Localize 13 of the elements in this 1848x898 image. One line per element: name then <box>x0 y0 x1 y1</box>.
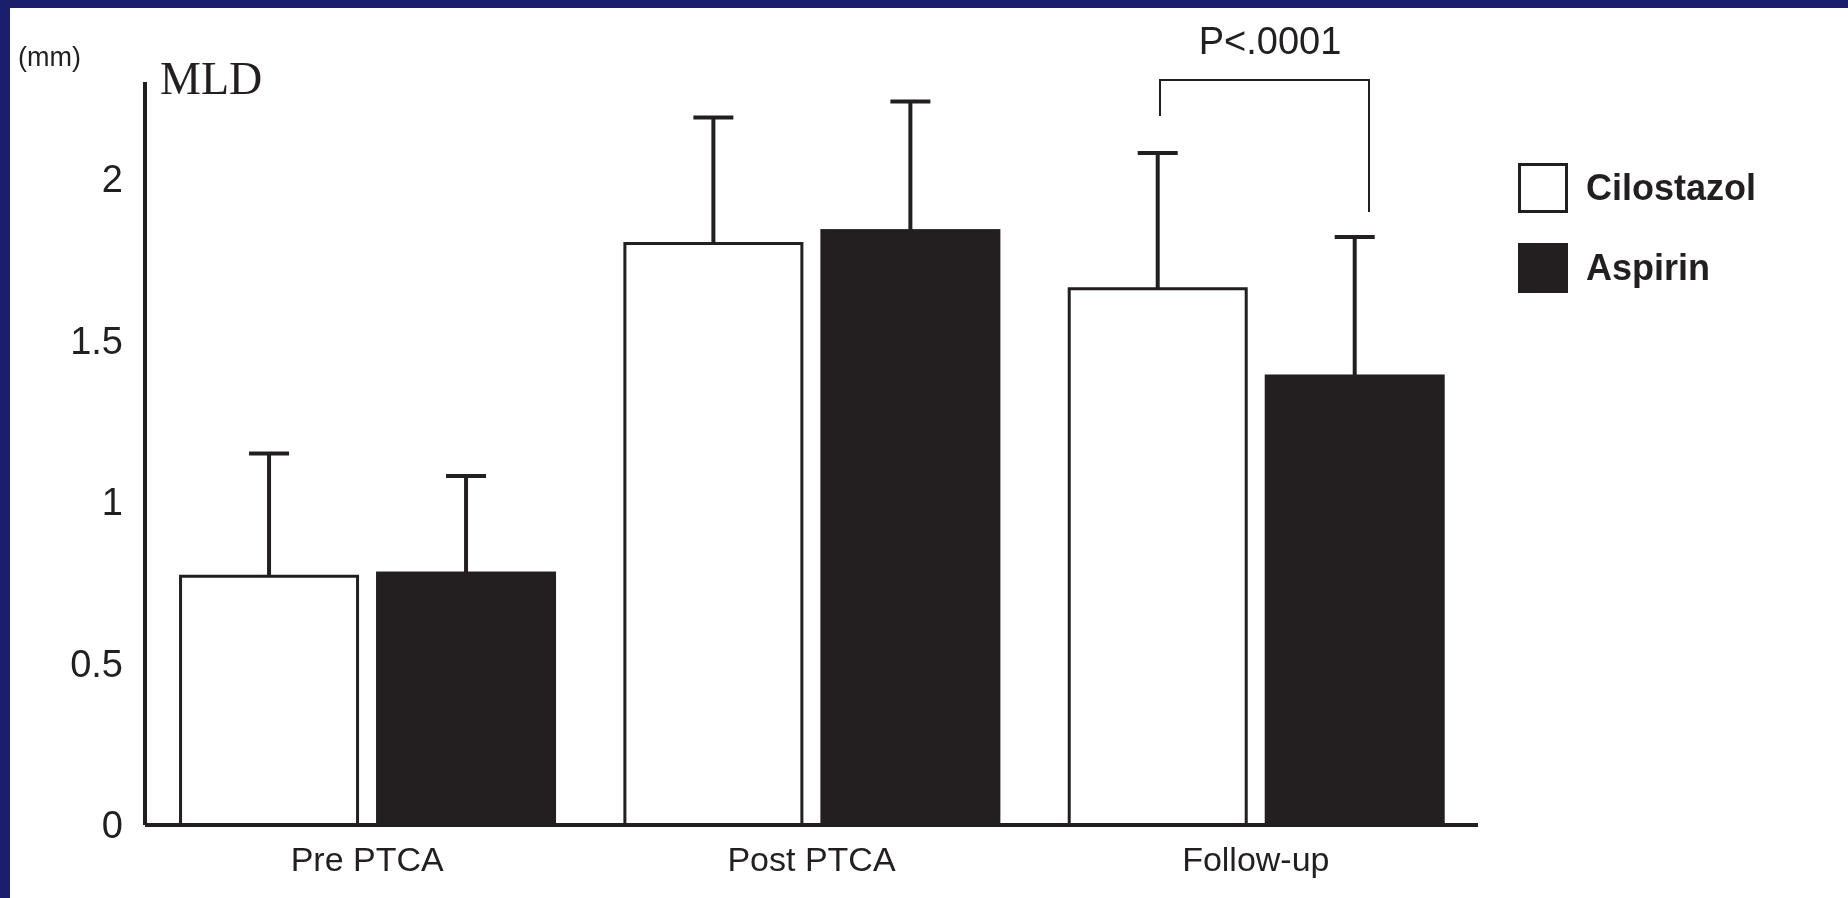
y-tick-label: 0 <box>101 804 123 847</box>
x-tick-label: Follow-up <box>1182 840 1330 879</box>
y-axis-title: (mm) <box>18 42 81 73</box>
y-tick-label: 2 <box>101 158 123 201</box>
x-tick-label: Post PTCA <box>727 840 896 879</box>
chart-title: MLD <box>160 52 263 105</box>
text: P<.0001 <box>1197 20 1343 63</box>
y-tick-label: 1 <box>101 481 123 524</box>
y-tick-label: 0.5 <box>70 642 123 685</box>
x-tick-label: Pre PTCA <box>290 840 444 879</box>
legend-label: Cilostazol <box>1586 167 1757 209</box>
legend-label: Aspirin <box>1586 247 1711 289</box>
y-tick-label: 1.5 <box>70 319 123 362</box>
